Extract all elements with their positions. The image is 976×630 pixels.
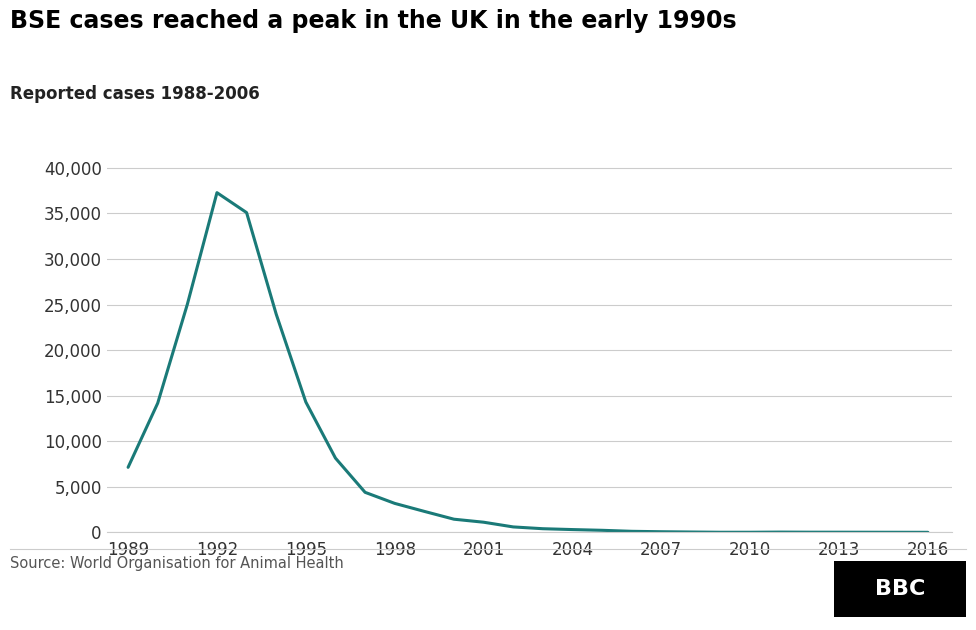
Text: Source: World Organisation for Animal Health: Source: World Organisation for Animal He… bbox=[10, 556, 344, 571]
Text: BSE cases reached a peak in the UK in the early 1990s: BSE cases reached a peak in the UK in th… bbox=[10, 9, 736, 33]
Text: Reported cases 1988-2006: Reported cases 1988-2006 bbox=[10, 85, 260, 103]
Text: BBC: BBC bbox=[875, 579, 925, 599]
